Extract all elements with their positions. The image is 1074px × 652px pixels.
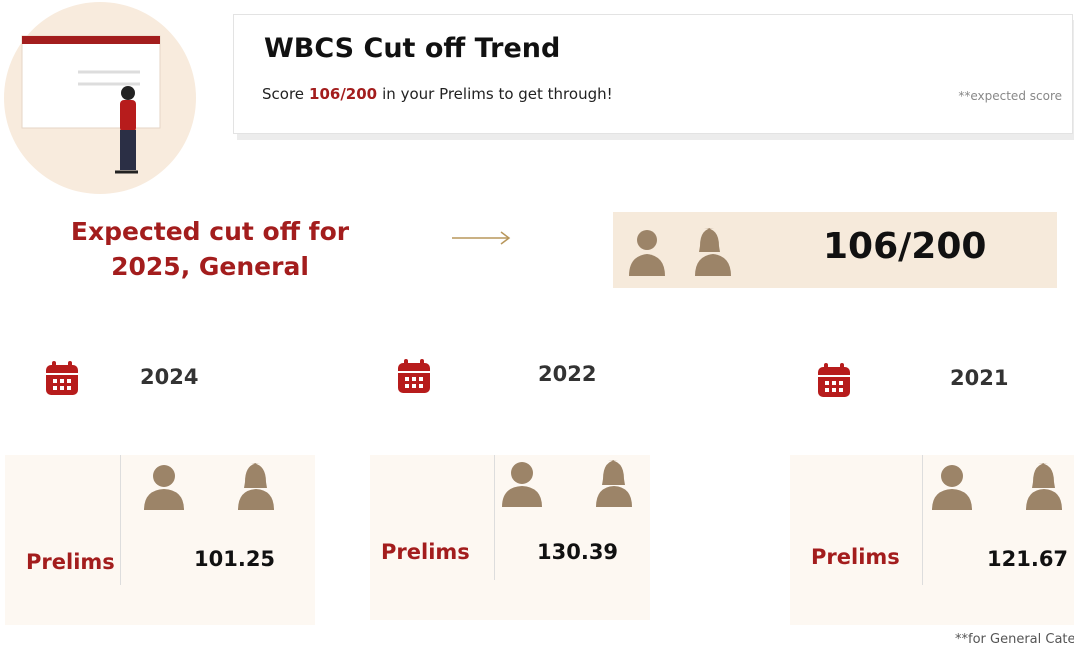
subtitle: Score 106/200 in your Prelims to get throu… [262,85,618,103]
calendar-icon [816,362,852,402]
score: 130.39 [537,540,618,564]
score: 101.25 [194,547,275,571]
header-card: WBCS Cut off Trend Score 106/200 in your P… [233,14,1073,134]
people-icons [627,224,737,278]
calendar-icon [396,358,432,398]
subtitle-prefix: Score [262,85,304,103]
calendar-icon [44,360,80,400]
divider [922,455,923,585]
subtitle-suffix: in your Prelims to get through! [382,85,613,103]
subtitle-highlight: 106/200 [309,85,377,103]
year: 2024 [140,365,198,389]
title: WBCS Cut off Trend [264,33,560,64]
year: 2021 [950,366,1008,390]
page: WBCS Cut off Trend Score 106/200 in your P… [0,0,1074,652]
exam: Prelims [381,540,470,564]
people-icons [500,457,636,513]
footnote: **for General Cate [955,632,1074,647]
exam: Prelims [811,545,900,569]
score: 121.67 [987,547,1068,571]
illustration [0,0,200,200]
exam: Prelims [26,550,115,574]
expected-score: 106/200 [823,226,986,267]
divider [120,455,121,585]
year: 2022 [538,362,596,386]
arrow [452,230,512,246]
note: **expected score [958,89,1062,103]
expected-box: 106/200 [613,212,1057,288]
expected-label: Expected cut off for 2025, General [30,214,390,284]
people-icons [930,460,1066,516]
divider [494,455,495,580]
people-icons [142,460,278,516]
